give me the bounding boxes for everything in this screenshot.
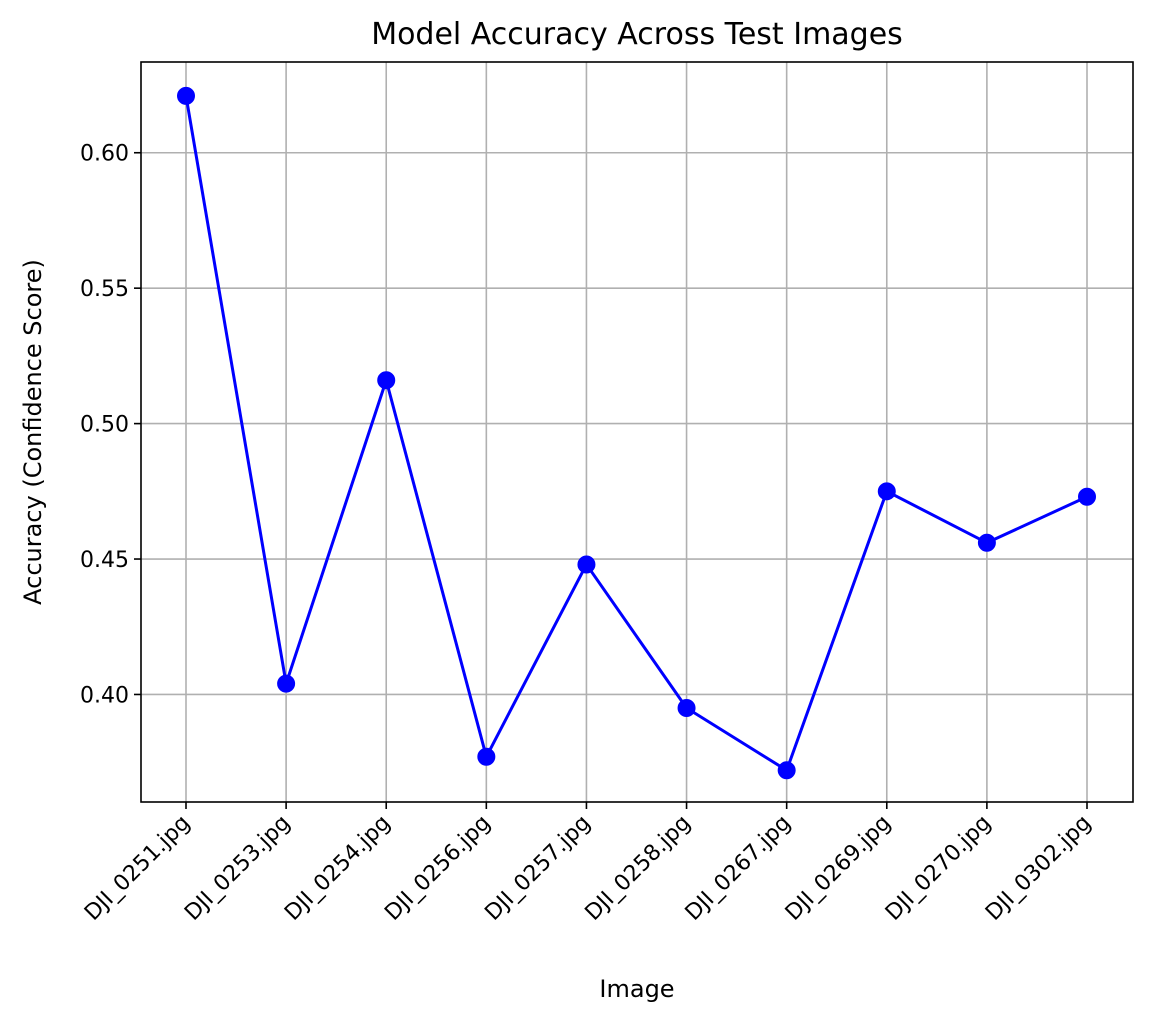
tick-marks xyxy=(134,151,1088,809)
data-point-4 xyxy=(477,747,496,766)
data-point-8 xyxy=(877,482,896,501)
y-tick-label: 0.40 xyxy=(80,683,129,708)
data-point-7 xyxy=(777,761,796,780)
grid-lines xyxy=(141,62,1133,802)
y-axis-label: Accuracy (Confidence Score) xyxy=(19,259,47,605)
data-point-6 xyxy=(677,699,696,718)
data-point-10 xyxy=(1078,487,1096,506)
y-tick-label: 0.45 xyxy=(80,548,129,573)
series-line xyxy=(184,95,1088,772)
chart-title: Model Accuracy Across Test Images xyxy=(371,17,903,52)
plot-area-frame xyxy=(140,61,1134,803)
data-point-9 xyxy=(977,533,996,552)
data-point-3 xyxy=(377,371,396,390)
data-point-2 xyxy=(277,674,296,693)
y-tick-label: 0.50 xyxy=(80,413,129,438)
data-point-5 xyxy=(577,555,596,574)
data-series xyxy=(177,86,1096,780)
y-tick-label: 0.55 xyxy=(80,277,129,302)
data-point-1 xyxy=(177,86,195,105)
x-axis-label: Image xyxy=(599,975,674,1003)
y-tick-label: 0.60 xyxy=(80,142,129,167)
